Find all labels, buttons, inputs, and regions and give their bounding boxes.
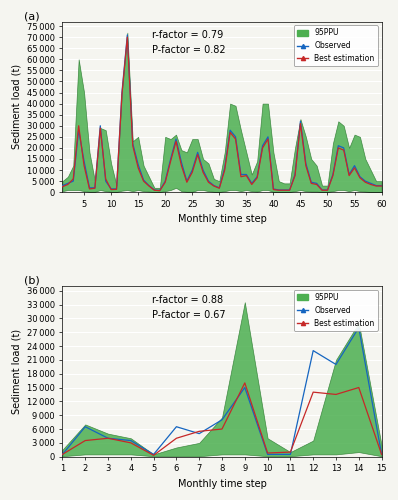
Y-axis label: Sediment load (t): Sediment load (t)	[11, 64, 21, 150]
X-axis label: Monthly time step: Monthly time step	[178, 479, 266, 489]
X-axis label: Monthly time step: Monthly time step	[178, 214, 266, 224]
Text: (a): (a)	[24, 12, 40, 22]
Text: (b): (b)	[24, 276, 40, 286]
Text: r-factor = 0.88: r-factor = 0.88	[152, 294, 223, 304]
Text: P-factor = 0.82: P-factor = 0.82	[152, 46, 225, 56]
Text: P-factor = 0.67: P-factor = 0.67	[152, 310, 225, 320]
Y-axis label: Sediment load (t): Sediment load (t)	[11, 329, 21, 414]
Legend: 95PPU, Observed, Best estimation: 95PPU, Observed, Best estimation	[294, 290, 378, 331]
Legend: 95PPU, Observed, Best estimation: 95PPU, Observed, Best estimation	[294, 26, 378, 66]
Text: r-factor = 0.79: r-factor = 0.79	[152, 30, 223, 40]
